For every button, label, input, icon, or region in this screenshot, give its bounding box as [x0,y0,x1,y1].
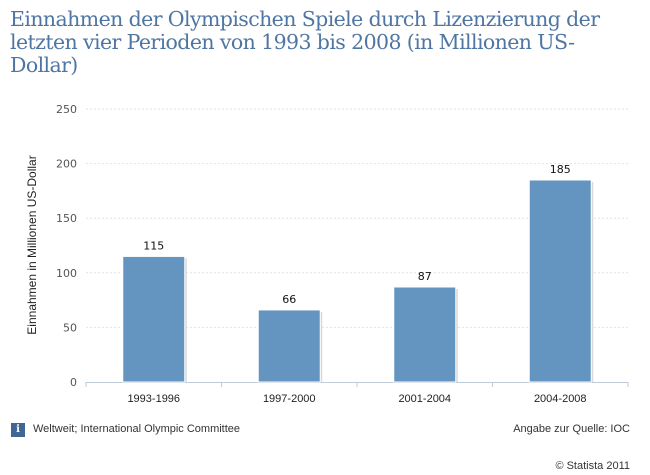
source-note-link[interactable]: Angabe zur Quelle: IOC [513,423,630,435]
region-source-text: Weltweit; International Olympic Committe… [33,423,241,435]
data-label: 185 [550,163,571,176]
y-tick-label: 50 [63,321,77,334]
x-tick-label: 2001-2004 [398,393,451,405]
data-label: 115 [143,239,164,252]
x-tick-label: 1993-1996 [127,393,180,405]
y-axis-label: Einnahmen in Millionen US-Dollar [25,155,39,334]
x-tick-label: 2004-2008 [534,393,587,405]
bar [393,286,457,383]
info-icon[interactable]: i [11,423,25,437]
data-label: 66 [282,293,296,306]
y-tick-label: 200 [56,158,77,171]
bar [257,309,321,383]
y-tick-label: 150 [56,212,77,225]
y-tick-label: 100 [56,267,77,280]
y-tick-label: 0 [70,376,77,389]
x-tick-label: 1997-2000 [263,393,316,405]
copyright-text: © Statista 2011 [555,460,630,472]
y-tick-label: 250 [56,103,77,116]
bar [528,179,592,383]
chart-title: Einnahmen der Olympischen Spiele durch L… [10,7,600,77]
bar [122,255,186,383]
data-label: 87 [418,270,432,283]
